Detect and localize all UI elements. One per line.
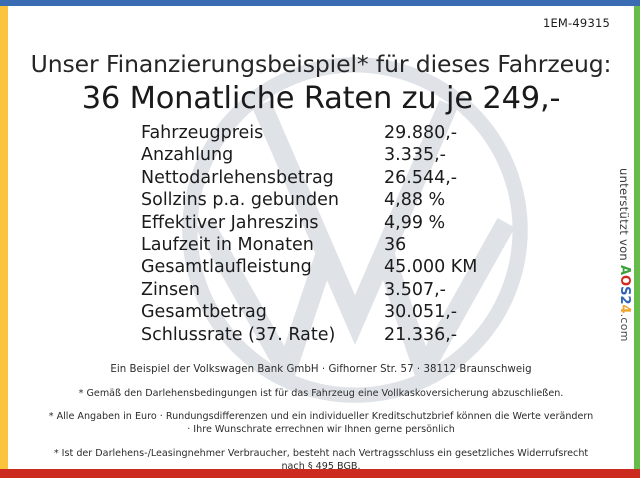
finance-table-row: Schlussrate (37. Rate) 21.336,- — [141, 324, 477, 346]
finance-row-value: 4,88 % — [384, 190, 446, 211]
finance-table-row: Effektiver Jahreszins 4,99 % — [141, 212, 477, 234]
finance-row-value: 45.000 KM — [384, 257, 478, 278]
footer-note-insurance: * Gemäß den Darlehensbedingungen ist für… — [78, 388, 564, 399]
sponsor-brand-letter: A — [617, 264, 632, 276]
sponsor-brand-letter: 2 — [617, 295, 632, 305]
frame-bar-top — [0, 0, 640, 6]
headline-rate: 36 Monatliche Raten zu je 249,- — [81, 81, 561, 116]
footer-bank-line: Ein Beispiel der Volkswagen Bank GmbH · … — [110, 364, 532, 375]
finance-row-value: 3.507,- — [384, 279, 446, 300]
finance-row-value: 26.544,- — [384, 167, 458, 188]
sponsor-brand-letter: 4 — [617, 304, 632, 314]
sponsor-tld: .com — [618, 313, 631, 342]
sponsor-brand-letter: S — [617, 286, 632, 296]
finance-row-label: Gesamtbetrag — [141, 302, 267, 323]
finance-table-row: Gesamtlaufleistung 45.000 KM — [141, 256, 477, 278]
finance-row-label: Effektiver Jahreszins — [141, 212, 319, 233]
frame-bar-left — [0, 6, 8, 469]
finance-row-value: 21.336,- — [384, 324, 458, 345]
finance-row-label: Sollzins p.a. gebunden — [141, 190, 340, 211]
finance-table-row: Laufzeit in Monaten 36 — [141, 234, 477, 256]
footer: Ein Beispiel der Volkswagen Bank GmbH · … — [8, 356, 634, 474]
footer-note-withdrawal: * Ist der Darlehens-/Leasingnehmer Verbr… — [53, 447, 589, 473]
finance-row-label: Anzahlung — [141, 145, 234, 166]
finance-table: Fahrzeugpreis 29.880,- Anzahlung 3.335,- Net… — [141, 122, 477, 346]
finance-table-body: Fahrzeugpreis 29.880,- Anzahlung 3.335,- Net… — [141, 122, 477, 346]
content-area: 1EM-49315 Unser Finanzierungsbeispiel* f… — [8, 6, 634, 472]
finance-row-value: 30.051,- — [384, 302, 458, 323]
finance-table-row: Fahrzeugpreis 29.880,- — [141, 122, 477, 144]
finance-row-value: 36 — [384, 235, 407, 256]
vehicle-id: 1EM-49315 — [542, 16, 610, 30]
finance-row-label: Fahrzeugpreis — [141, 123, 264, 143]
finance-table-row: Gesamtbetrag 30.051,- — [141, 301, 477, 323]
finance-row-label: Gesamtlaufleistung — [141, 257, 312, 278]
finance-table-row: Nettodarlehensbetrag 26.544,- — [141, 167, 477, 189]
headline-primary: Unser Finanzierungsbeispiel* für dieses … — [30, 50, 612, 78]
footer-note-currency: * Alle Angaben in Euro · Rundungsdiffere… — [48, 410, 594, 436]
finance-row-label: Schlussrate (37. Rate) — [141, 324, 336, 345]
sponsor-brand-letter: O — [617, 275, 632, 287]
frame-bar-bottom — [0, 469, 640, 478]
finance-table-row: Sollzins p.a. gebunden 4,88 % — [141, 189, 477, 211]
finance-row-value: 3.335,- — [384, 145, 446, 166]
finance-row-label: Laufzeit in Monaten — [141, 235, 314, 256]
finance-row-value: 29.880,- — [384, 123, 458, 143]
frame-bar-right — [634, 6, 640, 469]
finance-row-label: Zinsen — [141, 279, 200, 300]
finance-row-value: 4,99 % — [384, 212, 446, 233]
finance-table-row: Zinsen 3.507,- — [141, 279, 477, 301]
sponsor-brand: AOS24 — [617, 265, 632, 314]
finance-row-label: Nettodarlehensbetrag — [141, 167, 334, 188]
sponsor-strip: unterstützt von AOS24.com — [617, 168, 632, 342]
sponsor-prefix: unterstützt von — [617, 168, 631, 265]
finance-table-row: Anzahlung 3.335,- — [141, 144, 477, 166]
